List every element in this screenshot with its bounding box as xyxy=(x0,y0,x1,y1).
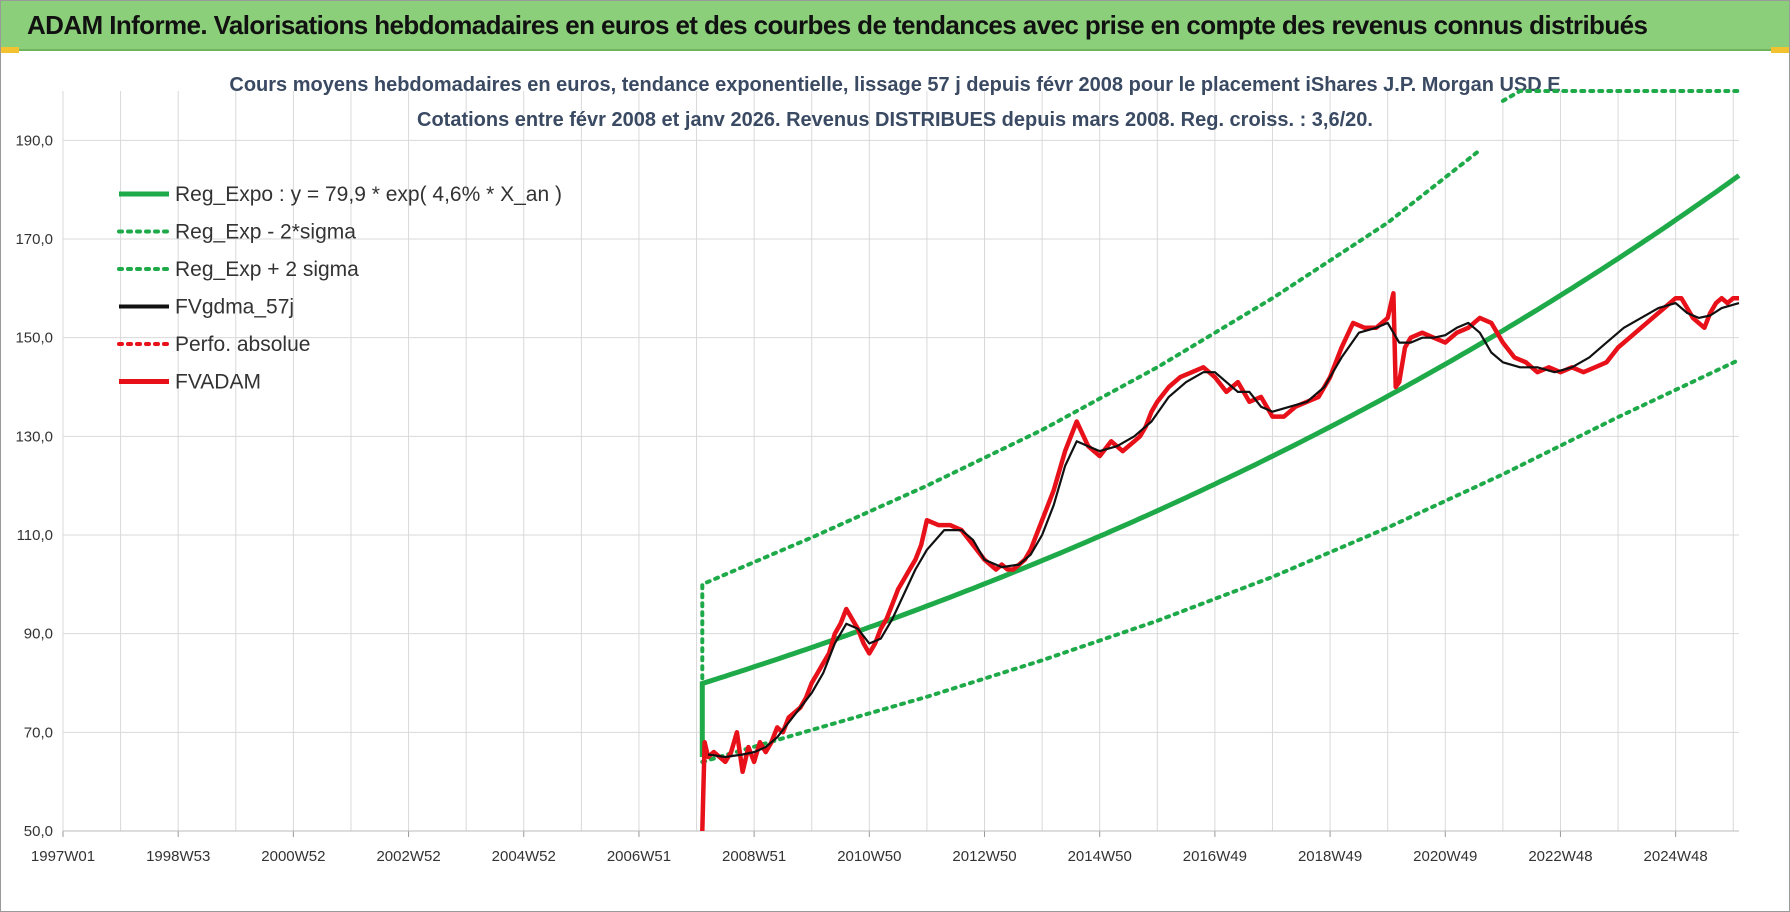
legend-label: Reg_Exp + 2 sigma xyxy=(175,258,359,281)
x-tick-label: 2000W52 xyxy=(261,848,325,865)
y-tick-label: 110,0 xyxy=(17,527,53,544)
legend-label: FVgdma_57j xyxy=(175,296,294,319)
x-tick-label: 2018W49 xyxy=(1298,848,1362,865)
legend-label: Reg_Expo : y = 79,9 * exp( 4,6% * X_an ) xyxy=(175,183,562,206)
legend-label: Reg_Exp - 2*sigma xyxy=(175,221,356,244)
axes: 50,0 70,0 90,0 110,0 130,0 150,0 170,0 190,0 199… xyxy=(15,132,1739,865)
x-tick-label: 2022W48 xyxy=(1528,848,1592,865)
page-title: ADAM Informe. Valorisations hebdomadaire… xyxy=(27,10,1648,40)
series xyxy=(699,89,1741,832)
x-tick-label: 2020W49 xyxy=(1413,848,1477,865)
grid xyxy=(62,91,1739,832)
chart: Cours moyens hebdomadaires en euros, ten… xyxy=(15,74,1741,865)
series-reg-exp-plus-2sigma-clipped xyxy=(1500,89,1741,103)
x-tick-label: 1998W53 xyxy=(146,848,210,865)
chart-title-line-1: Cours moyens hebdomadaires en euros, ten… xyxy=(229,74,1560,96)
y-tick-label: 150,0 xyxy=(15,330,53,347)
x-tick-label: 2010W50 xyxy=(837,848,901,865)
y-tick-label: 90,0 xyxy=(24,626,53,643)
corner-mark-right xyxy=(1771,47,1789,53)
series-reg-exp-plus-2sigma xyxy=(700,148,1482,735)
legend: Reg_Expo : y = 79,9 * exp( 4,6% * X_an )… xyxy=(117,183,562,394)
y-tick-label: 130,0 xyxy=(15,428,53,445)
x-tick-label: 2004W52 xyxy=(492,848,556,865)
series-fvadam xyxy=(700,291,1739,832)
chart-title-line-2: Cotations entre févr 2008 et janv 2026. … xyxy=(417,109,1373,131)
y-tick-label: 170,0 xyxy=(15,231,53,248)
x-tick-label: 2006W51 xyxy=(607,848,671,865)
x-tick-label: 2024W48 xyxy=(1644,848,1708,865)
x-tick-label: 2002W52 xyxy=(376,848,440,865)
series-reg-expo xyxy=(699,173,1741,757)
series-fvgdma-57j xyxy=(707,302,1740,759)
header-banner: ADAM Informe. Valorisations hebdomadaire… xyxy=(1,1,1789,51)
legend-label: Perfo. absolue xyxy=(175,333,310,356)
chart-title: Cours moyens hebdomadaires en euros, ten… xyxy=(229,74,1560,131)
x-tick-label: 2016W49 xyxy=(1183,848,1247,865)
legend-label: FVADAM xyxy=(175,371,261,394)
corner-mark-left xyxy=(1,47,19,53)
series-reg-exp-minus-2sigma xyxy=(700,357,1741,764)
x-tick-label: 1997W01 xyxy=(31,848,95,865)
y-tick-label: 50,0 xyxy=(24,823,53,840)
x-tick-label: 2014W50 xyxy=(1068,848,1132,865)
y-tick-label: 190,0 xyxy=(15,132,53,149)
x-tick-label: 2012W50 xyxy=(952,848,1016,865)
x-tick-label: 2008W51 xyxy=(722,848,786,865)
y-tick-label: 70,0 xyxy=(24,724,53,741)
